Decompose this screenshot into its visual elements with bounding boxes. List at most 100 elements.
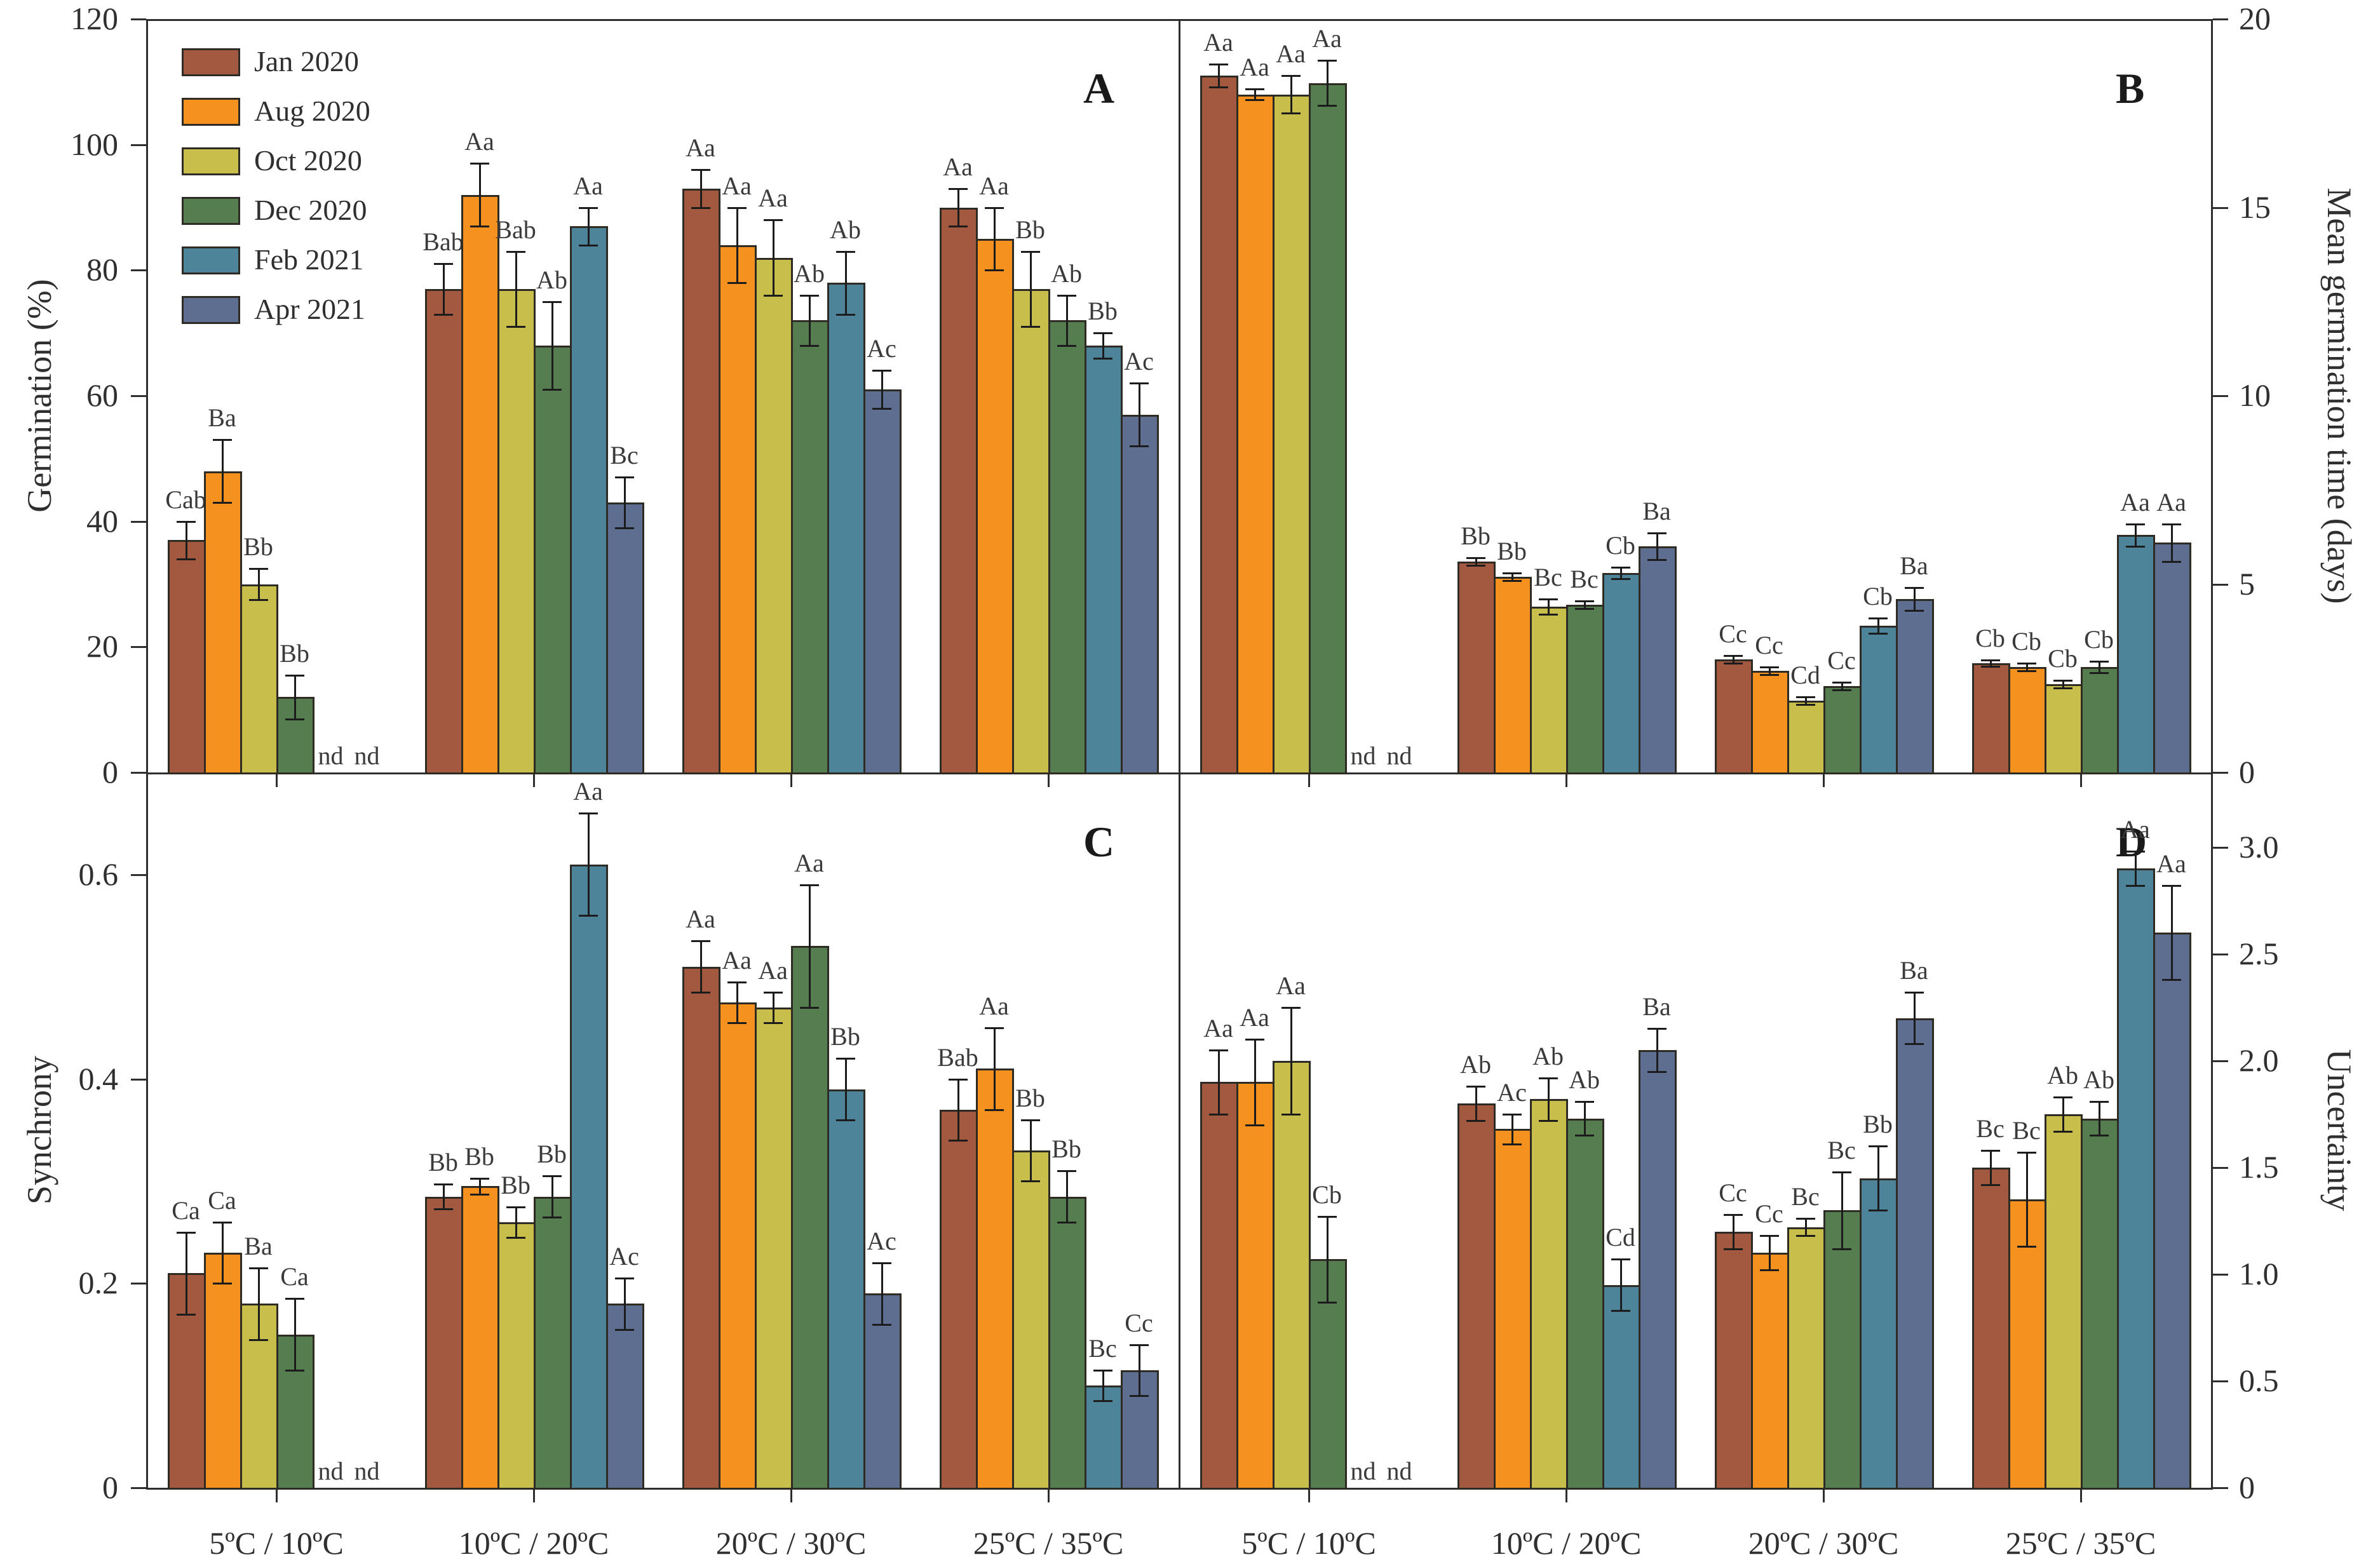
error-bar-cap — [1129, 1395, 1149, 1398]
error-bar-cap — [2089, 1100, 2109, 1103]
error-bar-cap — [2125, 885, 2145, 887]
error-bar — [1732, 1214, 1734, 1249]
sig-label-D-g1-s1: Aa — [1203, 1013, 1233, 1042]
sig-label-A-g2-s1: Bab — [423, 227, 464, 257]
error-bar-cap — [1759, 673, 1779, 676]
error-bar-cap — [948, 1078, 968, 1081]
error-bar-cap — [1980, 1183, 2000, 1186]
sig-label-C-g3-s1: Aa — [686, 905, 715, 934]
bar-D-g4-jan2020 — [1972, 1167, 2010, 1490]
error-bar-cap — [1538, 613, 1558, 616]
x-category-label: 25ºC / 35ºC — [973, 1525, 1124, 1561]
error-bar-cap — [470, 226, 489, 228]
error-bar-cap — [212, 502, 232, 504]
bar-D-g1-jan2020 — [1200, 1082, 1238, 1490]
bar-C-g4-jan2020 — [940, 1109, 978, 1490]
sig-label-C-g2-s4: Bb — [537, 1140, 567, 1169]
ytick-C — [131, 1078, 146, 1081]
error-bar-cap — [1245, 99, 1264, 102]
error-bar-cap — [691, 940, 710, 943]
sig-label-B-g1-s3: Aa — [1276, 39, 1306, 68]
sig-label-C-g2-s3: Bb — [501, 1170, 531, 1199]
axis-title-A: Germination (%) — [20, 279, 58, 513]
x-category-label: 10ºC / 20ºC — [1491, 1525, 1642, 1561]
ytick-label-C-3: 0.6 — [78, 856, 119, 892]
error-bar-cap — [1281, 112, 1301, 115]
error-bar-cap — [691, 991, 710, 994]
error-bar — [294, 675, 296, 719]
error-bar-cap — [248, 599, 268, 602]
bar-C-g2-apr2021 — [606, 1304, 644, 1490]
error-bar — [1619, 1259, 1622, 1311]
bar-C-g4-oct2020 — [1012, 1150, 1050, 1490]
xtick-B-2 — [1823, 774, 1825, 787]
ytick-A — [131, 269, 146, 272]
error-bar-cap — [1466, 564, 1485, 567]
sig-label-D-g4-s2: Bc — [2012, 1116, 2041, 1145]
error-bar-cap — [727, 282, 747, 285]
error-bar-cap — [763, 219, 783, 222]
bar-C-g4-dec2020 — [1048, 1196, 1086, 1490]
error-bar — [587, 207, 590, 245]
error-bar-cap — [1129, 445, 1149, 448]
x-category-label: 5ºC / 10ºC — [1241, 1525, 1376, 1561]
error-bar-cap — [614, 1328, 634, 1331]
legend-swatch — [182, 246, 240, 274]
error-bar-cap — [1020, 250, 1040, 253]
bar-A-g4-feb2021 — [1085, 345, 1123, 774]
nd-label-D-0: nd — [1350, 1457, 1376, 1485]
error-bar-cap — [835, 250, 855, 253]
error-bar-cap — [1759, 666, 1779, 668]
sig-label-D-g2-s2: Ac — [1497, 1077, 1527, 1107]
sig-label-A-g4-s5: Bb — [1088, 297, 1118, 326]
sig-label-C-g3-s4: Aa — [794, 848, 824, 877]
legend-item-jan2020: Jan 2020 — [182, 47, 487, 80]
error-bar-cap — [1281, 1113, 1301, 1116]
bar-D-g2-dec2020 — [1566, 1118, 1604, 1490]
bar-C-g3-dec2020 — [791, 946, 829, 1490]
ytick-C — [131, 1283, 146, 1285]
ytick-label-D-4: 2.0 — [2239, 1042, 2279, 1078]
axis-title-C: Synchrony — [20, 1056, 58, 1204]
xtick-B-1 — [1565, 774, 1567, 787]
error-bar — [294, 1298, 296, 1370]
error-bar-cap — [2017, 1246, 2036, 1248]
error-bar — [1877, 617, 1879, 633]
error-bar-cap — [1647, 1028, 1667, 1030]
error-bar-cap — [1980, 1149, 2000, 1152]
error-bar-cap — [212, 439, 232, 442]
error-bar — [1254, 1039, 1256, 1125]
bar-D-g3-oct2020 — [1787, 1227, 1825, 1490]
sig-label-C-g2-s1: Bb — [428, 1148, 458, 1177]
bar-A-g4-aug2020 — [976, 238, 1014, 774]
error-bar — [257, 568, 260, 600]
error-bar-cap — [948, 226, 968, 228]
bar-D-g3-feb2021 — [1860, 1178, 1898, 1490]
ytick-label-A-2: 40 — [86, 502, 118, 539]
panel-letter-C: C — [1083, 818, 1115, 866]
sig-label-C-g4-s2: Aa — [979, 992, 1009, 1021]
error-bar — [2062, 680, 2064, 688]
ytick-D — [2213, 1273, 2228, 1276]
bar-A-g2-dec2020 — [534, 345, 572, 774]
bar-D-g2-jan2020 — [1457, 1103, 1496, 1490]
sig-label-B-g3-s5: Cb — [1863, 581, 1893, 610]
error-bar-cap — [1129, 1344, 1149, 1346]
sig-label-C-g4-s1: Bab — [937, 1042, 978, 1072]
sig-label-C-g1-s3: Ba — [244, 1232, 273, 1261]
error-bar — [844, 251, 847, 314]
error-bar-cap — [2017, 670, 2036, 672]
error-bar-cap — [1868, 1145, 1888, 1148]
error-bar — [1511, 572, 1513, 581]
error-bar-cap — [1868, 1210, 1888, 1212]
error-bar-cap — [542, 1175, 562, 1178]
x-category-label: 10ºC / 20ºC — [458, 1525, 609, 1561]
ytick-D — [2213, 1060, 2228, 1062]
sig-label-A-g3-s5: Ab — [830, 215, 861, 244]
ytick-label-A-5: 100 — [71, 126, 118, 162]
error-bar-cap — [285, 674, 304, 677]
error-bar-cap — [763, 1022, 783, 1025]
error-bar-cap — [1574, 608, 1594, 610]
error-bar-cap — [2053, 679, 2072, 682]
error-bar-cap — [1904, 587, 1924, 590]
